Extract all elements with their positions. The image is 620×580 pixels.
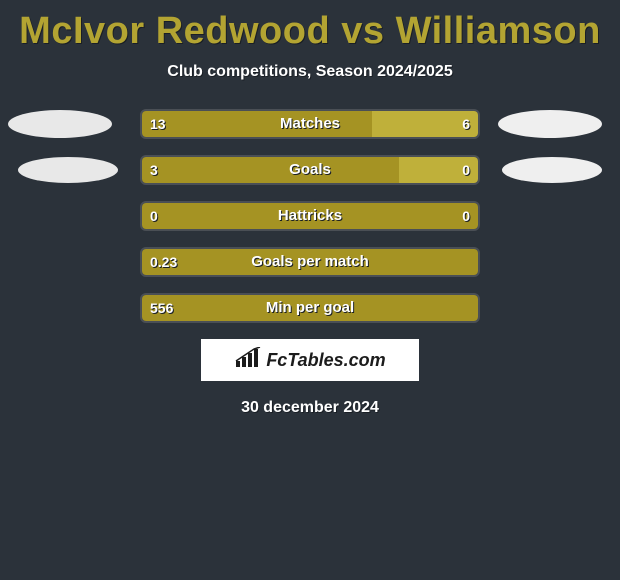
stats-container: Matches136Goals30Hattricks00Goals per ma… (0, 109, 620, 323)
stat-row: Hattricks00 (0, 201, 620, 231)
bar-track (140, 293, 480, 323)
bar-left-fill (142, 111, 372, 137)
player-right-marker (502, 157, 602, 183)
bar-left-fill (142, 157, 399, 183)
stat-value-right: 6 (462, 109, 470, 139)
brand-box: FcTables.com (201, 339, 419, 381)
stat-row: Goals30 (0, 155, 620, 185)
brand-logo-icon (234, 347, 262, 374)
bar-left-fill (142, 295, 478, 321)
stat-row: Matches136 (0, 109, 620, 139)
stat-value-right: 0 (462, 155, 470, 185)
stat-value-left: 0.23 (150, 247, 177, 277)
page-title: McIvor Redwood vs Williamson (0, 10, 620, 53)
bar-track (140, 201, 480, 231)
bar-left-fill (142, 203, 478, 229)
stat-value-left: 3 (150, 155, 158, 185)
stat-value-left: 13 (150, 109, 166, 139)
subtitle: Club competitions, Season 2024/2025 (0, 63, 620, 81)
stat-value-right: 0 (462, 201, 470, 231)
stat-value-left: 556 (150, 293, 173, 323)
bar-track (140, 247, 480, 277)
bar-track (140, 155, 480, 185)
player-left-marker (18, 157, 118, 183)
player-left-marker (8, 110, 112, 138)
bar-left-fill (142, 249, 478, 275)
stat-row: Goals per match0.23 (0, 247, 620, 277)
player-right-marker (498, 110, 602, 138)
date-line: 30 december 2024 (0, 399, 620, 417)
brand-text: FcTables.com (266, 350, 385, 371)
stat-row: Min per goal556 (0, 293, 620, 323)
bar-track (140, 109, 480, 139)
stat-value-left: 0 (150, 201, 158, 231)
